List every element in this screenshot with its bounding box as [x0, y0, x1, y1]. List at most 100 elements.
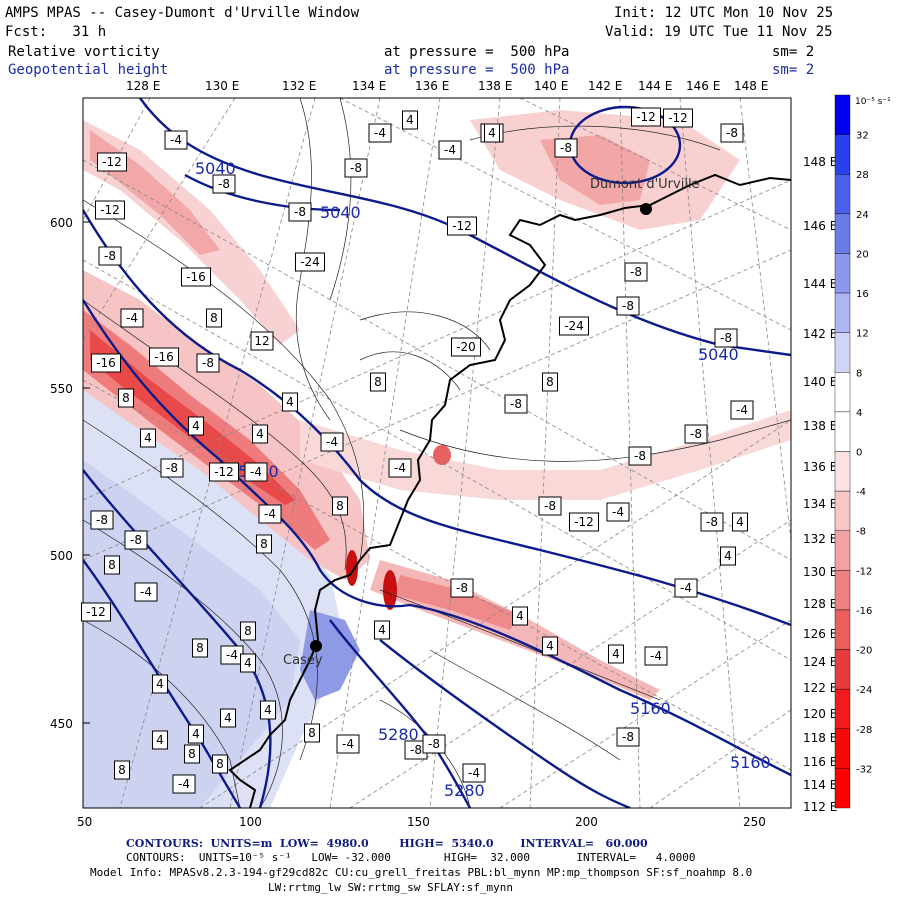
vorticity-value-text: -24: [564, 319, 584, 333]
vorticity-value-label: -12: [569, 512, 599, 532]
vorticity-value-text: 8: [216, 757, 224, 771]
vorticity-value-label: 8: [304, 723, 320, 743]
x-axis-ticks: 50 100 150 200 250: [77, 815, 766, 829]
vorticity-value-text: 8: [188, 747, 196, 761]
vorticity-value-text: 4: [516, 609, 524, 623]
vorticity-value-text: -8: [456, 581, 468, 595]
vorticity-value-label: 4: [152, 730, 168, 750]
vorticity-value-label: 4: [732, 512, 748, 532]
vorticity-value-text: -8: [428, 737, 440, 751]
colorbar: 32 28 24 20 16 12 8 4 0 -4 -8 -12 -16 -20 -24 -28 -32: [834, 94, 872, 809]
vorticity-value-label: -8: [196, 353, 220, 373]
vorticity-value-text: 8: [546, 375, 554, 389]
vorticity-value-label: 4: [152, 674, 168, 694]
vorticity-value-text: -4: [736, 403, 748, 417]
vorticity-value-text: -8: [130, 533, 142, 547]
vorticity-value-text: -8: [634, 449, 646, 463]
valid-time: Valid: 19 UTC Tue 11 Nov 25: [605, 24, 833, 40]
vorticity-value-text: -8: [294, 205, 306, 219]
vorticity-value-label: 8: [206, 308, 222, 328]
vorticity-value-text: 8: [118, 763, 126, 777]
vorticity-value-text: -8: [622, 299, 634, 313]
vorticity-value-label: -4: [134, 582, 158, 602]
vorticity-value-label: 4: [220, 708, 236, 728]
colorbar-level-label: -4: [856, 487, 866, 498]
vorticity-value-text: -4: [394, 461, 406, 475]
vorticity-value-text: 8: [122, 391, 130, 405]
right-lat-label: 112 E: [803, 800, 837, 814]
vorticity-value-label: -4: [462, 763, 486, 783]
top-lon-label: 136 E: [415, 79, 449, 93]
vorticity-value-label: -8: [344, 158, 368, 178]
top-lon-label: 130 E: [205, 79, 239, 93]
vorticity-value-text: 4: [256, 427, 264, 441]
height-label: 5280: [378, 725, 419, 744]
vorticity-value-text: 8: [374, 375, 382, 389]
vorticity-value-text: 12: [254, 334, 269, 348]
vorticity-value-label: -24: [295, 252, 325, 272]
vorticity-value-label: -8: [714, 328, 738, 348]
vorticity-value-text: 4: [192, 727, 200, 741]
vorticity-value-label: -12: [447, 216, 477, 236]
vorticity-value-text: -8: [510, 397, 522, 411]
right-lat-label: 126 E: [803, 627, 837, 641]
vorticity-value-text: 4: [724, 549, 732, 563]
vorticity-value-label: -16: [91, 353, 121, 373]
vorticity-value-label: -4: [244, 462, 268, 482]
vorticity-value-label: -8: [684, 424, 708, 444]
vorticity-value-text: -12: [636, 110, 656, 124]
right-latitude-labels: 148 E 146 E 144 E 142 E 140 E 138 E 136 …: [803, 155, 837, 814]
top-lon-label: 140 E: [534, 79, 568, 93]
vorticity-value-text: 4: [264, 703, 272, 717]
vorticity-value-label: 12: [250, 331, 274, 351]
vorticity-value-text: -16: [96, 356, 116, 370]
vorticity-value-label: -8: [720, 123, 744, 143]
vorticity-value-label: -12: [81, 602, 111, 622]
vorticity-value-text: 4: [612, 647, 620, 661]
vorticity-value-label: 8: [542, 372, 558, 392]
vorticity-value-label: -8: [98, 246, 122, 266]
coastline: [228, 173, 791, 808]
colorbar-level-label: 8: [856, 368, 862, 379]
right-lat-label: 132 E: [803, 532, 837, 546]
colorbar-swatch: [834, 332, 851, 373]
top-lon-label: 134 E: [352, 79, 386, 93]
field2-smoothing: sm= 2: [772, 62, 815, 78]
colorbar-level-label: 20: [856, 249, 869, 260]
colorbar-level-label: 0: [856, 448, 862, 459]
vorticity-value-label: -8: [288, 202, 312, 222]
vorticity-value-text: -8: [622, 730, 634, 744]
vorticity-value-text: -4: [374, 126, 386, 140]
vorticity-value-text: -8: [166, 461, 178, 475]
colorbar-swatch: [834, 728, 851, 769]
vorticity-value-label: -12: [631, 107, 661, 127]
vorticity-value-label: -4: [644, 646, 668, 666]
y-axis-ticks: 600 550 500 450: [50, 216, 73, 731]
x-tick: 100: [239, 815, 262, 829]
intense-vorticity-cell: [383, 570, 397, 610]
right-lat-label: 144 E: [803, 277, 837, 291]
vorticity-value-label: 4: [484, 123, 500, 143]
vorticity-value-label: -4: [120, 308, 144, 328]
colorbar-level-label: -28: [856, 725, 872, 736]
vorticity-value-label: -8: [124, 530, 148, 550]
vorticity-value-label: -4: [172, 774, 196, 794]
vorticity-value-label: -8: [212, 174, 236, 194]
vorticity-value-text: -4: [612, 505, 624, 519]
height-label: 5280: [444, 781, 485, 800]
height-label: 5040: [320, 203, 361, 222]
vorticity-value-text: 4: [406, 113, 414, 127]
height-label: 5160: [730, 753, 771, 772]
model-info-2: LW:rrtmg_lw SW:rrtmg_sw SFLAY:sf_mynn: [268, 881, 514, 894]
vorticity-value-label: -4: [320, 432, 344, 452]
vorticity-value-text: -12: [214, 465, 234, 479]
height-label: 5040: [195, 159, 236, 178]
colorbar-swatch: [834, 609, 851, 650]
vorticity-value-label: 8: [370, 372, 386, 392]
right-lat-label: 136 E: [803, 460, 837, 474]
vorticity-value-text: 8: [336, 499, 344, 513]
top-lon-label: 148 E: [734, 79, 768, 93]
vorticity-value-label: 4: [512, 606, 528, 626]
vorticity-value-text: -8: [560, 141, 572, 155]
